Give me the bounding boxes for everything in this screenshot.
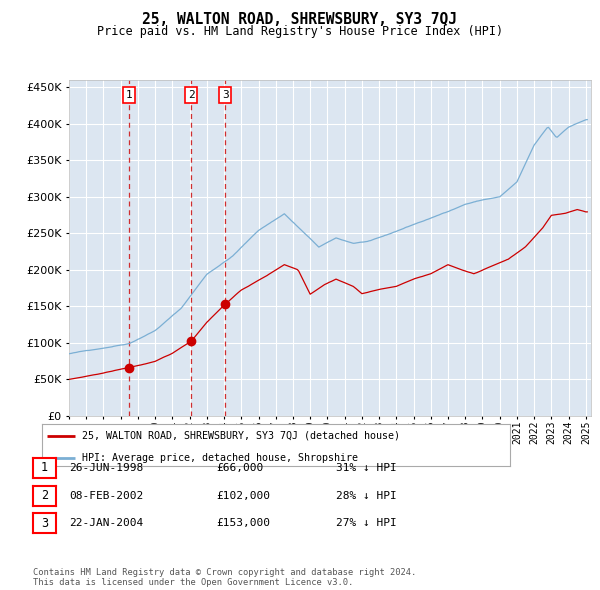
Text: 27% ↓ HPI: 27% ↓ HPI xyxy=(336,519,397,528)
Text: 26-JUN-1998: 26-JUN-1998 xyxy=(69,463,143,473)
Text: Price paid vs. HM Land Registry's House Price Index (HPI): Price paid vs. HM Land Registry's House … xyxy=(97,25,503,38)
Text: £153,000: £153,000 xyxy=(216,519,270,528)
Text: 25, WALTON ROAD, SHREWSBURY, SY3 7QJ (detached house): 25, WALTON ROAD, SHREWSBURY, SY3 7QJ (de… xyxy=(82,431,400,441)
Text: 28% ↓ HPI: 28% ↓ HPI xyxy=(336,491,397,500)
Text: 1: 1 xyxy=(41,461,48,474)
Text: Contains HM Land Registry data © Crown copyright and database right 2024.
This d: Contains HM Land Registry data © Crown c… xyxy=(33,568,416,587)
Text: £66,000: £66,000 xyxy=(216,463,263,473)
Text: 22-JAN-2004: 22-JAN-2004 xyxy=(69,519,143,528)
Text: 3: 3 xyxy=(41,517,48,530)
Text: 31% ↓ HPI: 31% ↓ HPI xyxy=(336,463,397,473)
Text: 08-FEB-2002: 08-FEB-2002 xyxy=(69,491,143,500)
Text: 2: 2 xyxy=(188,90,194,100)
Text: 1: 1 xyxy=(126,90,133,100)
Text: 25, WALTON ROAD, SHREWSBURY, SY3 7QJ: 25, WALTON ROAD, SHREWSBURY, SY3 7QJ xyxy=(143,12,458,27)
Text: HPI: Average price, detached house, Shropshire: HPI: Average price, detached house, Shro… xyxy=(82,453,358,463)
Text: 2: 2 xyxy=(41,489,48,502)
Text: 3: 3 xyxy=(222,90,229,100)
Text: £102,000: £102,000 xyxy=(216,491,270,500)
